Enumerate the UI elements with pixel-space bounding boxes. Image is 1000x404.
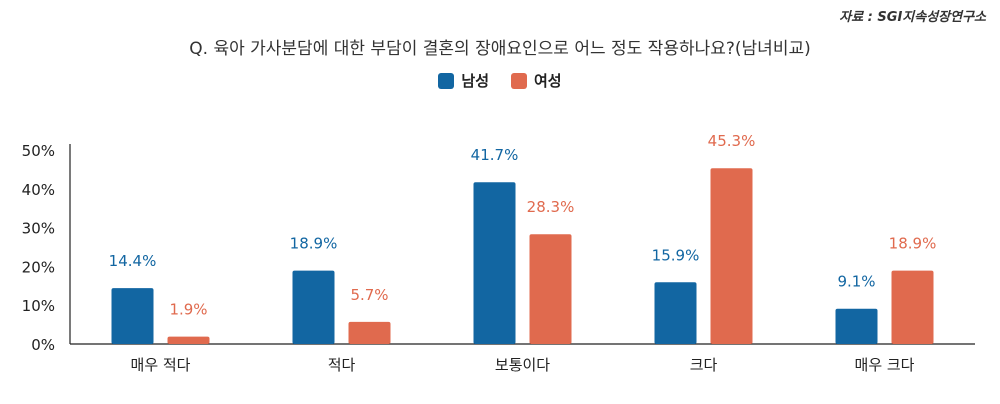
data-label-male: 18.9% bbox=[290, 235, 338, 253]
y-tick-label: 50% bbox=[22, 142, 55, 160]
y-tick-label: 40% bbox=[22, 181, 55, 199]
data-label-male: 15.9% bbox=[652, 246, 700, 264]
y-tick-label: 20% bbox=[22, 258, 55, 276]
data-label-female: 28.3% bbox=[527, 198, 575, 216]
data-label-female: 45.3% bbox=[708, 132, 756, 150]
y-tick-label: 0% bbox=[31, 336, 55, 354]
legend-item-female: 여성 bbox=[511, 70, 562, 91]
bar-female bbox=[710, 168, 753, 344]
bar-male bbox=[835, 308, 878, 344]
x-category-label: 매우 크다 bbox=[855, 356, 915, 374]
data-label-male: 14.4% bbox=[109, 252, 157, 270]
x-category-label: 적다 bbox=[328, 356, 356, 374]
legend: 남성 여성 bbox=[0, 70, 1000, 91]
x-category-label: 매우 적다 bbox=[131, 356, 191, 374]
bar-male bbox=[654, 282, 697, 344]
chart-title: Q. 육아 가사분담에 대한 부담이 결혼의 장애요인으로 어느 정도 작용하나… bbox=[189, 39, 811, 59]
legend-swatch-female bbox=[511, 72, 527, 89]
legend-label-female: 여성 bbox=[534, 72, 562, 90]
x-category-label: 크다 bbox=[690, 356, 718, 374]
data-label-male: 41.7% bbox=[471, 146, 519, 164]
data-label-female: 1.9% bbox=[169, 301, 207, 319]
legend-label-male: 남성 bbox=[461, 72, 489, 90]
legend-swatch-male bbox=[438, 72, 455, 89]
data-label-female: 18.9% bbox=[889, 235, 937, 253]
y-tick-label: 30% bbox=[22, 220, 55, 238]
legend-item-male: 남성 bbox=[438, 70, 489, 91]
bar-female bbox=[529, 234, 572, 344]
x-category-label: 보통이다 bbox=[495, 356, 550, 374]
bar-female bbox=[167, 336, 210, 344]
bar-male bbox=[473, 182, 516, 344]
bar-male bbox=[111, 288, 154, 344]
bar-male bbox=[292, 270, 335, 344]
data-label-female: 5.7% bbox=[350, 286, 388, 304]
data-label-male: 9.1% bbox=[837, 273, 875, 291]
y-tick-label: 10% bbox=[22, 297, 55, 315]
source-note: 자료 : SGI지속성장연구소 bbox=[839, 10, 986, 25]
bar-female bbox=[348, 321, 391, 344]
bar-female bbox=[891, 270, 934, 344]
